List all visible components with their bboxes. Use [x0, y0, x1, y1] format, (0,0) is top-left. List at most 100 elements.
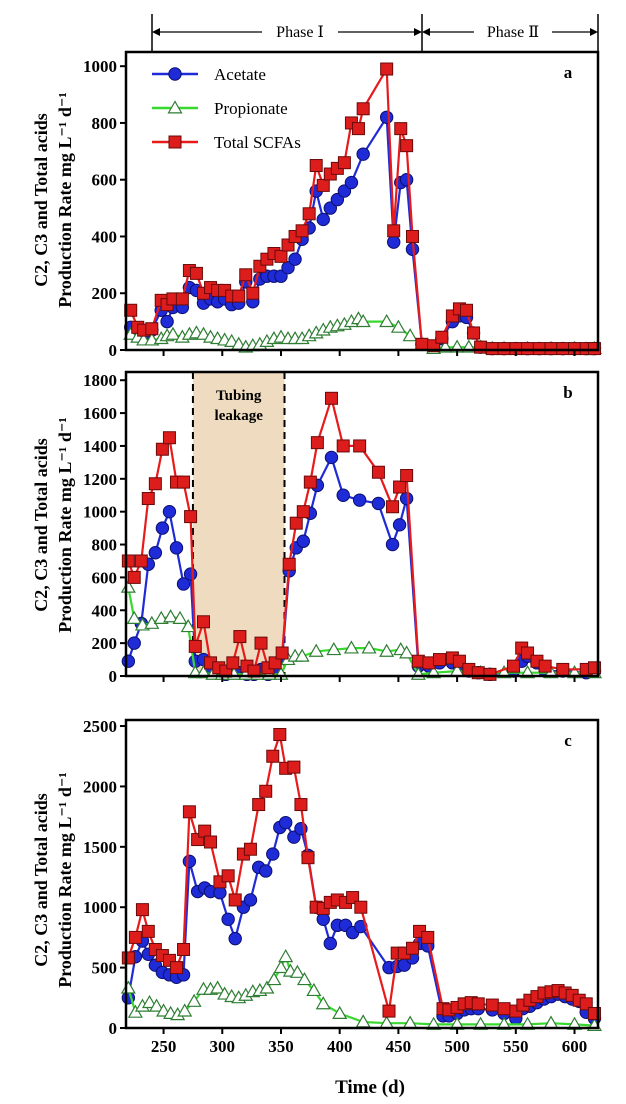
total-scfas-point — [380, 62, 394, 76]
total-scfas-point — [324, 391, 338, 405]
total-scfas-point — [467, 326, 481, 340]
y-tick-label: 800 — [92, 114, 118, 133]
total-scfas-point — [259, 784, 273, 798]
total-scfas-point — [289, 516, 303, 530]
propionate-point — [163, 609, 179, 623]
propionate-point — [278, 949, 294, 963]
total-scfas-point — [121, 554, 135, 568]
total-scfas-point — [184, 510, 198, 524]
propionate-point — [259, 980, 275, 994]
propionate-point — [473, 1016, 489, 1030]
total-scfas-point — [405, 941, 419, 955]
total-scfas-point — [128, 930, 142, 944]
y-tick-label: 1000 — [83, 503, 117, 522]
total-scfas-point — [287, 760, 301, 774]
acetate-point — [182, 854, 197, 869]
total-scfas-point — [243, 842, 257, 856]
total-scfas-point — [196, 615, 210, 629]
propionate-point — [402, 328, 418, 342]
panel-a: 0 200 400 600 800 1000 a Acetate Propionate Total… — [83, 50, 603, 360]
total-scfas-point — [296, 505, 310, 519]
total-scfas-point — [204, 835, 218, 849]
y-tick-label: 1500 — [83, 838, 117, 857]
total-scfas-point — [521, 342, 535, 356]
acetate-point — [278, 815, 293, 830]
total-scfas-point — [556, 662, 570, 676]
total-scfas-point — [459, 303, 473, 317]
series-total-scfas — [124, 62, 601, 356]
plot-frame — [124, 370, 600, 678]
panel-letter-c: c — [564, 731, 572, 750]
total-scfas-point — [497, 1002, 511, 1016]
y-tick-label: 2500 — [83, 717, 117, 736]
acetate-point — [387, 235, 401, 249]
ylabel-line1: C2, C3 and Total acids — [31, 113, 51, 287]
total-scfas-point — [221, 869, 235, 883]
y-tick-label: 1000 — [83, 57, 117, 76]
series-total-scfas — [121, 727, 601, 1021]
propionate-point — [120, 980, 136, 994]
ylabel-line1: C2, C3 and Total acids — [31, 793, 51, 967]
x-tick-label: 550 — [503, 1037, 529, 1056]
y-tick-label: 1000 — [83, 898, 117, 917]
series-propionate — [120, 949, 603, 1032]
total-scfas-point — [544, 342, 558, 356]
total-scfas-point — [301, 851, 315, 865]
total-scfas-point — [226, 656, 240, 670]
acetate-point — [169, 541, 184, 555]
total-scfas-point — [303, 475, 317, 489]
acetate-point — [296, 534, 310, 548]
acetate-point — [259, 864, 273, 878]
propionate-point — [361, 640, 377, 654]
total-scfas-point — [353, 439, 367, 453]
x-tick-label: 400 — [327, 1037, 353, 1056]
propionate-point — [332, 1005, 348, 1019]
y-tick-label: 500 — [92, 959, 118, 978]
legend-item-propionate: Propionate — [152, 99, 288, 118]
panel-c: 0 500 1000 1500 2000 2500 250 300 350 400 450 500 55… — [83, 717, 603, 1056]
acetate-point — [121, 654, 136, 668]
annotation-line-1: Tubing — [216, 388, 262, 404]
legend-label: Total SCFAs — [214, 133, 301, 152]
total-scfas-point — [124, 303, 138, 317]
total-scfas-point — [405, 229, 419, 243]
acetate-point — [344, 175, 359, 190]
total-scfas-point — [145, 322, 159, 336]
propionate-point — [266, 971, 282, 986]
acetate-point — [356, 147, 370, 161]
legend-swatch-marker — [168, 135, 182, 149]
total-scfas-point — [134, 554, 148, 568]
total-scfas-point — [177, 942, 191, 956]
total-scfas-point — [162, 431, 176, 445]
total-scfas-point — [274, 249, 288, 263]
legend-swatch-marker — [168, 67, 182, 81]
total-scfas-point — [538, 659, 552, 673]
propionate-point — [379, 643, 395, 657]
total-scfas-point — [169, 961, 183, 975]
total-scfas-point — [435, 330, 449, 344]
total-scfas-point — [177, 475, 191, 489]
total-scfas-point — [309, 159, 323, 173]
y-tick-label: 1800 — [83, 371, 117, 390]
total-scfas-point — [188, 639, 202, 653]
total-scfas-point — [310, 436, 324, 450]
propionate-point — [399, 645, 415, 659]
phase-2-label: Phase Ⅱ — [487, 24, 539, 41]
acetate-point — [160, 314, 174, 329]
propionate-point — [379, 313, 395, 328]
total-scfas-point — [382, 1004, 396, 1018]
propionate-point — [195, 665, 212, 679]
legend-swatch-marker — [167, 100, 183, 114]
phase-header: Phase Ⅰ Phase Ⅱ — [151, 14, 599, 52]
acetate-point — [399, 173, 414, 187]
y-tick-label: 0 — [109, 1019, 118, 1038]
total-scfas-point — [579, 997, 593, 1011]
total-scfas-point — [346, 891, 360, 905]
propionate-point — [186, 993, 202, 1007]
total-scfas-point — [141, 492, 155, 506]
propionate-point — [210, 980, 226, 994]
y-tick-label: 1600 — [83, 404, 117, 423]
acetate-point — [221, 912, 235, 926]
propionate-point — [520, 665, 536, 679]
total-scfas-line — [127, 734, 596, 1015]
